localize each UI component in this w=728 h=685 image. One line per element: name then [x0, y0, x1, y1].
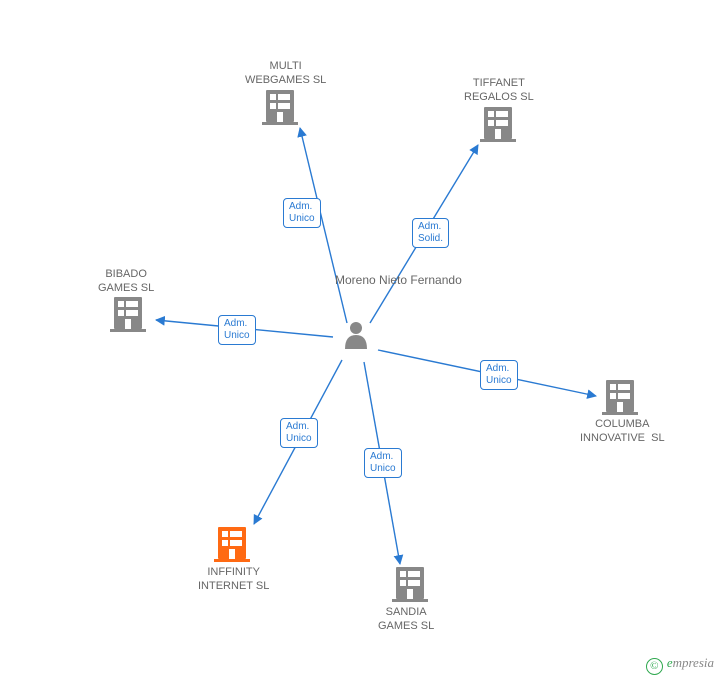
company-label: MULTI WEBGAMES SL	[245, 60, 326, 88]
building-icon	[392, 567, 428, 602]
company-label: SANDIA GAMES SL	[378, 606, 434, 634]
company-label: INFFINITY INTERNET SL	[198, 566, 269, 594]
building-icon	[480, 107, 516, 142]
node-icons	[110, 90, 638, 602]
person-icon	[345, 322, 367, 349]
copyright-icon: ©	[646, 658, 663, 675]
diagram-svg	[0, 0, 728, 685]
edge-lines	[156, 128, 596, 564]
company-label: BIBADO GAMES SL	[98, 268, 154, 296]
building-icon	[602, 380, 638, 415]
edge-badge: Adm. Unico	[364, 448, 402, 478]
building-icon	[262, 90, 298, 125]
edge-badge: Adm. Unico	[218, 315, 256, 345]
company-label: TIFFANET REGALOS SL	[464, 77, 534, 105]
building-icon	[110, 297, 146, 332]
edge-badge: Adm. Unico	[283, 198, 321, 228]
building-icon	[214, 527, 250, 562]
edge-badge: Adm. Unico	[280, 418, 318, 448]
person-label: Moreno Nieto Fernando	[335, 273, 462, 289]
brand-watermark: ©empresia	[646, 655, 714, 675]
edge-badge: Adm. Unico	[480, 360, 518, 390]
brand-rest: mpresia	[673, 655, 714, 670]
edge-badge: Adm. Solid.	[412, 218, 449, 248]
company-label: COLUMBA INNOVATIVE SL	[580, 418, 665, 446]
